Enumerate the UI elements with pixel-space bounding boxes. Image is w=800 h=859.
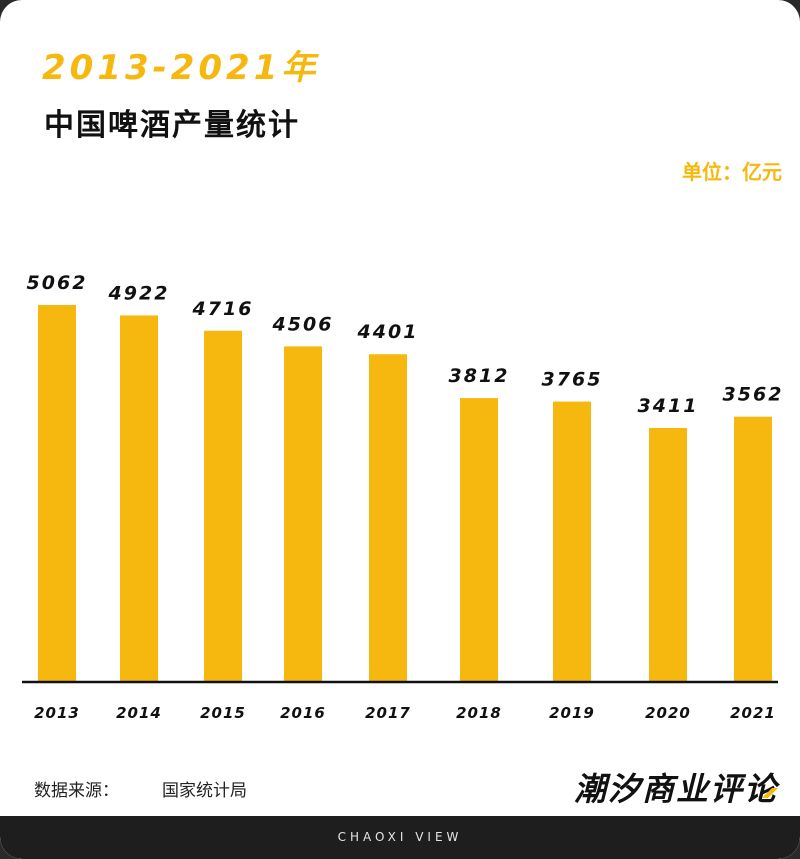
bar-2015: [204, 330, 242, 682]
unit-label: 单位：亿元: [682, 160, 782, 184]
value-label-2021: 3562: [723, 384, 784, 406]
source-label: 数据来源：: [34, 781, 119, 801]
value-label-2019: 3765: [542, 369, 603, 391]
brand-check-icon: [762, 788, 778, 798]
bar-2019: [553, 401, 591, 682]
footer-tagline: CHAOXI VIEW: [337, 830, 463, 844]
footer-bar: CHAOXI VIEW: [0, 816, 800, 859]
bar-2018: [460, 398, 498, 682]
value-label-2020: 3411: [638, 395, 699, 417]
value-label-2017: 4401: [357, 321, 419, 343]
value-label-2018: 3812: [449, 365, 510, 387]
bar-2021: [734, 416, 772, 682]
value-label-2014: 4922: [108, 282, 170, 304]
x-tick-2020: 2020: [645, 704, 691, 722]
bar-2016: [284, 346, 322, 682]
value-label-2013: 5062: [27, 272, 88, 294]
data-source: 数据来源： 国家统计局: [34, 776, 247, 801]
bar-2013: [38, 305, 76, 682]
x-tick-2021: 2021: [730, 704, 776, 722]
x-tick-2017: 2017: [365, 704, 411, 722]
brand-logo: 潮汐商业评论: [573, 770, 778, 808]
x-tick-2018: 2018: [456, 704, 502, 722]
value-label-2015: 4716: [192, 298, 254, 320]
x-tick-2019: 2019: [549, 704, 595, 722]
x-tick-2013: 2013: [34, 704, 80, 722]
x-tick-2016: 2016: [280, 704, 326, 722]
bar-2014: [120, 315, 158, 682]
bar-2020: [649, 427, 687, 682]
chart-title-years: 2013-2021年: [42, 48, 320, 88]
chart-title: 中国啤酒产量统计: [44, 108, 300, 143]
value-label-2016: 4506: [272, 313, 334, 335]
source-value: 国家统计局: [162, 781, 247, 801]
bar-chart: 5062 2013 4922 2014 4716 2015 4506 2016 4401 2017…: [22, 272, 784, 722]
x-tick-2015: 2015: [200, 704, 246, 722]
x-tick-2014: 2014: [116, 704, 162, 722]
bar-2017: [369, 354, 407, 682]
